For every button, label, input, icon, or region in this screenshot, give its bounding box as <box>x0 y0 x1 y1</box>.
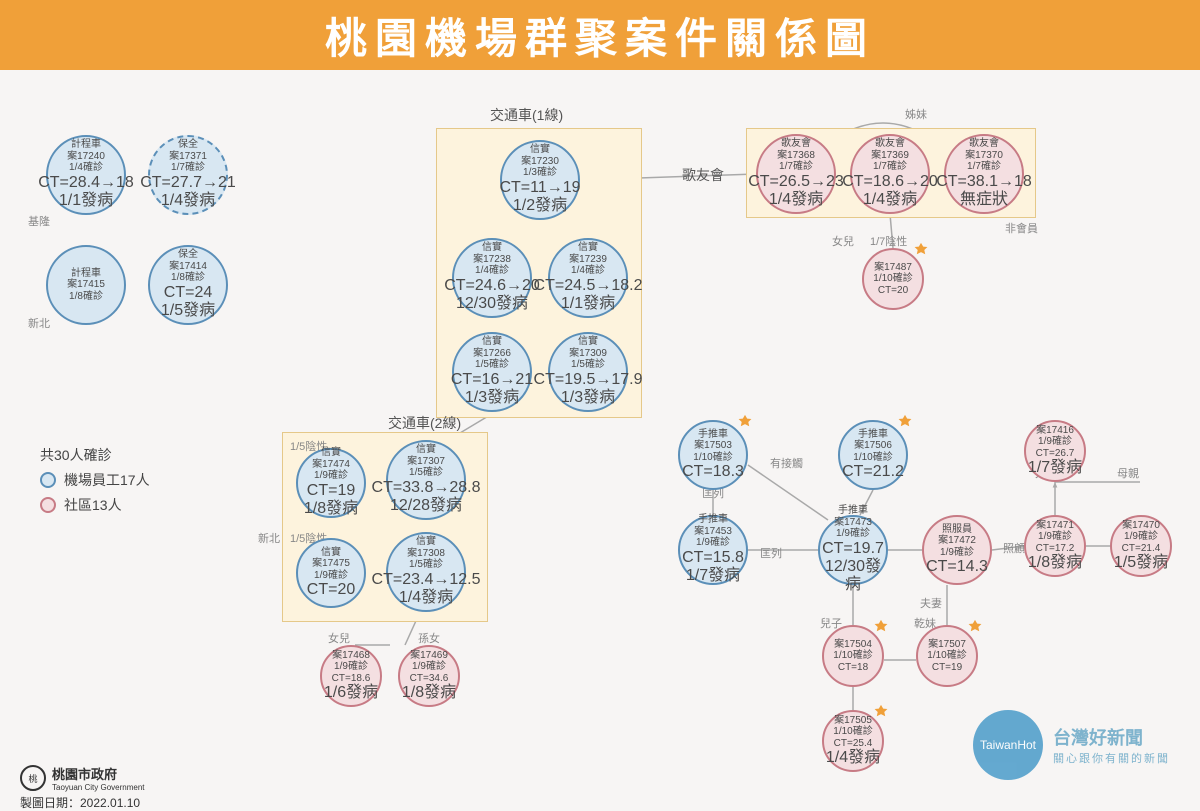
watermark-circle: TaiwanHot <box>973 710 1043 780</box>
group-label-shuttle1: 交通車(1線) <box>490 105 563 125</box>
group-label-shuttle2: 交通車(2線) <box>388 413 461 433</box>
node-s1a: 信實案172301/3確診CT=11→191/2發病 <box>500 140 580 220</box>
node-d2: 案174691/9確診CT=34.61/8發病 <box>398 645 460 707</box>
side-label-10: 孫女 <box>418 630 440 646</box>
side-label-0: 基隆 <box>28 213 50 229</box>
legend-blue-swatch <box>40 472 56 488</box>
legend-blue-label: 機場員工17人 <box>64 470 150 490</box>
node-n1: 計程車案172401/4確診CT=28.4→181/1發病 <box>46 135 126 215</box>
new-badge-icon <box>870 619 892 641</box>
page-title: 桃園機場群聚案件關係圖 <box>325 5 875 66</box>
group-label-singing: 歌友會 <box>682 165 724 185</box>
diagram-canvas: 交通車(1線)交通車(2線)歌友會基隆新北新北1/5陰性1/5陰性非會員姊妹女兒… <box>0 70 1200 800</box>
side-label-20: 母親 <box>1117 465 1139 481</box>
node-c7: 案174701/9確診CT=21.41/5發病 <box>1110 515 1172 577</box>
node-c4: 手推車案174731/9確診CT=19.712/30發病 <box>818 515 888 585</box>
side-label-2: 新北 <box>258 530 280 546</box>
side-label-16: 夫妻 <box>920 595 942 611</box>
new-badge-icon <box>894 414 916 436</box>
node-s1e: 信實案173091/5確診CT=19.5→17.91/3發病 <box>548 332 628 412</box>
node-c6: 案174711/9確診CT=17.21/8發病 <box>1024 515 1086 577</box>
node-s2d: 信實案173081/5確診CT=23.4→12.51/4發病 <box>386 532 466 612</box>
node-s1c: 信實案172391/4確診CT=24.5→18.21/1發病 <box>548 238 628 318</box>
node-n4: 保全案174141/8確診CT=241/5發病 <box>148 245 228 325</box>
side-label-8: 1/7陰性 <box>870 233 907 249</box>
title-bar: 桃園機場群聚案件關係圖 <box>0 0 1200 70</box>
legend: 共30人確診 機場員工17人 社區13人 <box>40 445 150 520</box>
footer-org: 桃園市政府 <box>52 764 145 783</box>
side-label-6: 姊妹 <box>905 106 927 122</box>
node-c3: 手推車案174531/9確診CT=15.81/7發病 <box>678 515 748 585</box>
side-label-5: 非會員 <box>1005 220 1038 236</box>
node-d1: 案174681/9確診CT=18.61/6發病 <box>320 645 382 707</box>
node-s1b: 信實案172381/4確診CT=24.6→2012/30發病 <box>452 238 532 318</box>
node-c5: 照服員案174721/9確診CT=14.3 <box>922 515 992 585</box>
legend-blue-row: 機場員工17人 <box>40 470 150 490</box>
node-c8: 案174161/9確診CT=26.71/7發病 <box>1024 420 1086 482</box>
new-badge-icon <box>910 242 932 264</box>
side-label-14: 匡列 <box>760 545 782 561</box>
new-badge-icon <box>964 619 986 641</box>
node-n2: 保全案173711/7確診CT=27.7→211/4發病 <box>148 135 228 215</box>
legend-pink-row: 社區13人 <box>40 495 150 515</box>
watermark-title: 台灣好新聞 <box>1053 724 1170 750</box>
node-s2c: 信實案174751/9確診CT=20 <box>296 538 366 608</box>
side-label-1: 新北 <box>28 315 50 331</box>
node-s1d: 信實案172661/5確診CT=16→211/3發病 <box>452 332 532 412</box>
side-label-12: 有接觸 <box>770 455 803 471</box>
watermark-sub: 關心跟你有關的新聞 <box>1053 750 1170 766</box>
legend-pink-label: 社區13人 <box>64 495 122 515</box>
node-g1: 歌友會案173681/7確診CT=26.5→231/4發病 <box>756 134 836 214</box>
new-badge-icon <box>870 704 892 726</box>
node-n3: 計程車案174151/8確診 <box>46 245 126 325</box>
side-label-9: 女兒 <box>328 630 350 646</box>
footer-org-en: Taoyuan City Government <box>52 783 145 792</box>
side-label-7: 女兒 <box>832 233 854 249</box>
footer: 桃 桃園市政府 Taoyuan City Government 製圖日期：202… <box>20 764 145 792</box>
legend-pink-swatch <box>40 497 56 513</box>
gov-seal-icon: 桃 <box>20 765 46 791</box>
side-label-18: 照顧 <box>1003 540 1025 556</box>
watermark: TaiwanHot 台灣好新聞 關心跟你有關的新聞 <box>973 710 1170 780</box>
new-badge-icon <box>734 414 756 436</box>
node-g2: 歌友會案173691/7確診CT=18.6→201/4發病 <box>850 134 930 214</box>
node-s2a: 信實案174741/9確診CT=191/8發病 <box>296 448 366 518</box>
legend-total: 共30人確診 <box>40 445 150 465</box>
footer-date: 製圖日期：2022.01.10 <box>20 794 140 811</box>
node-s2b: 信實案173071/5確診CT=33.8→28.812/28發病 <box>386 440 466 520</box>
node-g3: 歌友會案173701/7確診CT=38.1→18無症狀 <box>944 134 1024 214</box>
